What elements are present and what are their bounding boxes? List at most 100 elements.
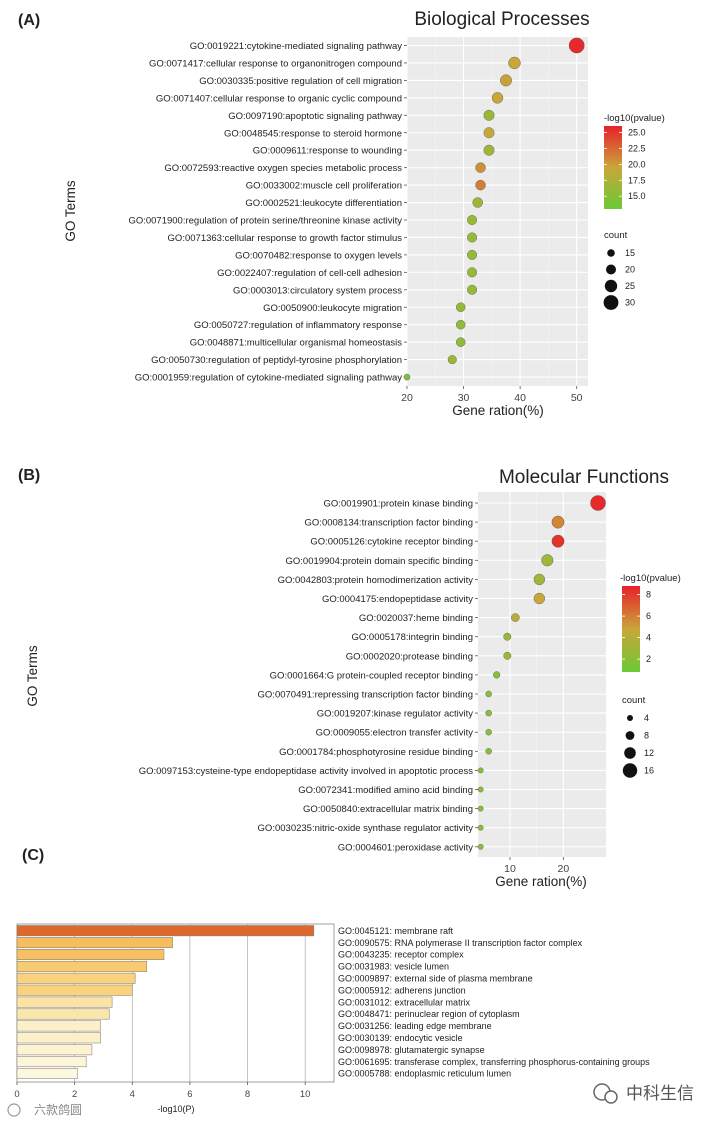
go-term-label: GO:0071407:cellular response to organic … [156, 93, 402, 104]
size-legend-label: 12 [644, 748, 654, 758]
legend: -log10(pvalue) count 25.0 22.5 20.0 17.5 15.… [603, 113, 665, 310]
data-point [447, 355, 457, 365]
data-point [456, 319, 466, 330]
bar [16, 925, 315, 937]
data-point [568, 37, 585, 54]
bar [16, 937, 173, 949]
go-term-label: GO:0009055:electron transfer activity [316, 728, 474, 739]
bar [16, 960, 147, 972]
data-point [483, 109, 495, 121]
color-legend-title: -log10(pvalue) [604, 113, 665, 124]
x-tick-label: 0 [14, 1089, 19, 1100]
category-label: GO:0031983: vesicle lumen [338, 962, 449, 972]
x-tick-label: 30 [458, 392, 470, 404]
chart-title: Biological Processes [414, 9, 589, 30]
go-term-label: GO:0001664:G protein-coupled receptor bi… [270, 670, 473, 681]
bar [16, 1008, 110, 1020]
size-legend-label: 8 [644, 731, 649, 741]
go-term-label: GO:0030335:positive regulation of cell m… [199, 76, 402, 87]
go-term-label: GO:0022407:regulation of cell-cell adhes… [217, 268, 402, 279]
color-legend-label: 8 [646, 590, 651, 600]
category-label: GO:0045121: membrane raft [338, 926, 454, 936]
bar [16, 1032, 101, 1044]
color-legend-label: 4 [646, 633, 651, 643]
molecular-functions-dotplot: Molecular Functions Gene ration(%) GO Te… [25, 467, 681, 889]
category-label: GO:0090575: RNA polymerase II transcript… [338, 938, 583, 948]
data-point [551, 534, 565, 548]
go-term-label: GO:0005126:cytokine receptor binding [310, 537, 473, 548]
bar [16, 949, 165, 960]
x-axis-title: Gene ration(%) [495, 874, 587, 889]
cellular-component-barplot: GO:0045121: membrane raft GO:0090575: RNA… [14, 923, 650, 1114]
bar [16, 972, 136, 984]
size-legend-title: count [604, 230, 628, 241]
x-tick-label: 40 [514, 392, 526, 404]
data-point [475, 162, 486, 173]
data-point [493, 671, 501, 679]
x-axis-title: Gene ration(%) [452, 403, 544, 418]
data-point [483, 127, 495, 139]
category-label: GO:0005912: adherens junction [338, 985, 466, 995]
x-tick-label: 10 [504, 863, 516, 875]
go-term-label: GO:0009611:response to wounding [253, 146, 402, 157]
x-tick-label: 6 [187, 1089, 192, 1100]
bar [16, 996, 113, 1008]
go-term-label: GO:0020037:heme binding [359, 613, 473, 624]
x-tick-label: 50 [571, 392, 583, 404]
size-legend-label: 15 [625, 248, 635, 258]
go-term-label: GO:0019207:kinase regulator activity [317, 709, 474, 720]
data-point [475, 179, 486, 191]
go-term-label: GO:0002521:leukocyte differentiation [245, 198, 402, 209]
data-point [511, 613, 520, 622]
size-legend-dot [606, 264, 616, 275]
go-term-label: GO:0001959:regulation of cytokine-mediat… [135, 373, 402, 384]
x-axis-title: -log10(P) [157, 1104, 194, 1114]
color-legend-label: 20.0 [628, 159, 646, 169]
x-tick-label: 4 [130, 1089, 135, 1100]
color-bar [622, 586, 640, 672]
category-label: GO:0031012: extracellular matrix [338, 997, 471, 1007]
bar [16, 1056, 87, 1068]
size-legend-dot [627, 715, 633, 721]
data-point [533, 573, 545, 586]
data-point [491, 92, 504, 104]
go-term-label: GO:0004175:endopeptidase activity [322, 594, 473, 605]
size-legend-label: 16 [644, 766, 654, 776]
size-legend-label: 25 [625, 281, 635, 291]
data-point [477, 767, 484, 774]
data-point [456, 337, 466, 347]
size-legend-label: 30 [625, 298, 635, 308]
go-term-label: GO:0050727:regulation of inflammatory re… [194, 320, 402, 331]
go-term-label: GO:0072593:reactive oxygen species metab… [164, 163, 402, 174]
go-term-label: GO:0097190:apoptotic signaling pathway [228, 111, 402, 122]
go-term-label: GO:0071417:cellular response to organoni… [149, 58, 402, 69]
watermark-left: 六款鸽圆 [7, 1102, 82, 1117]
panel-label-a: (A) [18, 12, 40, 29]
go-term-label: GO:0019904:protein domain specific bindi… [286, 556, 473, 567]
go-term-label: GO:0003013:circulatory system process [233, 285, 402, 296]
data-point [456, 302, 466, 312]
data-point [503, 651, 512, 660]
x-tick-label: 2 [72, 1089, 77, 1100]
color-legend-label: 17.5 [628, 175, 646, 185]
category-label: GO:0005788: endoplasmic reticulum lumen [338, 1069, 511, 1079]
category-label: GO:0061695: transferase complex, transfe… [338, 1057, 650, 1067]
color-legend-label: 6 [646, 611, 651, 621]
watermark-right: 中科生信 [593, 1083, 694, 1104]
go-term-label: GO:0005178:integrin binding [352, 632, 473, 643]
data-point [467, 249, 478, 260]
size-legend-label: 4 [644, 713, 649, 723]
data-point [533, 592, 545, 605]
y-axis-title: GO Terms [25, 645, 40, 707]
x-tick-label: 10 [300, 1089, 311, 1100]
x-tick-label: 8 [245, 1089, 250, 1100]
data-point [485, 690, 492, 698]
color-legend-label: 15.0 [628, 191, 646, 201]
size-legend-dot [624, 747, 636, 759]
panel-label-b: (B) [18, 467, 40, 484]
color-legend-label: 25.0 [628, 127, 646, 137]
data-point [467, 232, 478, 243]
data-point [477, 805, 484, 812]
size-legend-title: count [622, 695, 646, 706]
